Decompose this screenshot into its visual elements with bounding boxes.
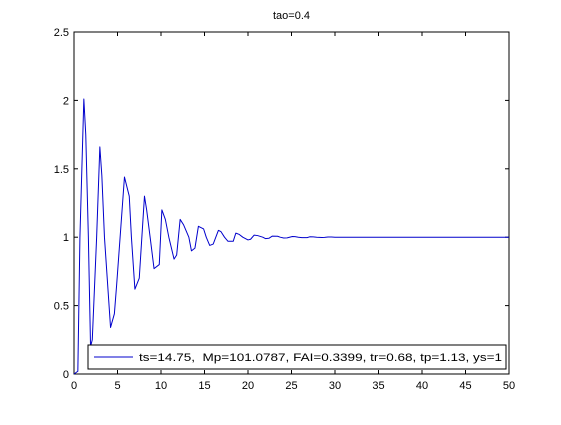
x-tick-label: 40 xyxy=(416,380,428,392)
series-layer xyxy=(73,98,509,375)
axis-ticks: 0 5 10 15 20 25 30 35 40 45 50 0 0.5 1 1.5 2 2.5 xyxy=(54,27,515,392)
x-tick-label: 25 xyxy=(285,380,297,392)
legend: ts=14.75, Mp=101.0787, FAI=0.3399, tr=0.… xyxy=(87,344,507,370)
x-tick-label: 45 xyxy=(459,380,471,392)
x-tick-label: 35 xyxy=(372,380,384,392)
y-tick-label: 0 xyxy=(63,369,69,381)
plot-area xyxy=(73,31,510,375)
x-tick-label: 30 xyxy=(329,380,341,392)
x-tick-label: 5 xyxy=(114,380,120,392)
x-tick-label: 50 xyxy=(503,380,515,392)
y-tick-label: 1 xyxy=(63,232,69,244)
y-tick-label: 1.5 xyxy=(54,164,69,176)
chart-title: tao=0.4 xyxy=(273,10,310,22)
x-tick-label: 10 xyxy=(155,380,167,392)
legend-label: ts=14.75, Mp=101.0787, FAI=0.3399, tr=0.… xyxy=(139,352,502,364)
series-line xyxy=(73,98,509,375)
x-tick-label: 0 xyxy=(71,380,77,392)
legend-box xyxy=(87,344,507,370)
y-tick-label: 2 xyxy=(63,95,69,107)
x-tick-label: 20 xyxy=(242,380,254,392)
x-tick-label: 15 xyxy=(198,380,210,392)
y-tick-label: 0.5 xyxy=(54,301,69,313)
y-tick-label: 2.5 xyxy=(54,27,69,39)
